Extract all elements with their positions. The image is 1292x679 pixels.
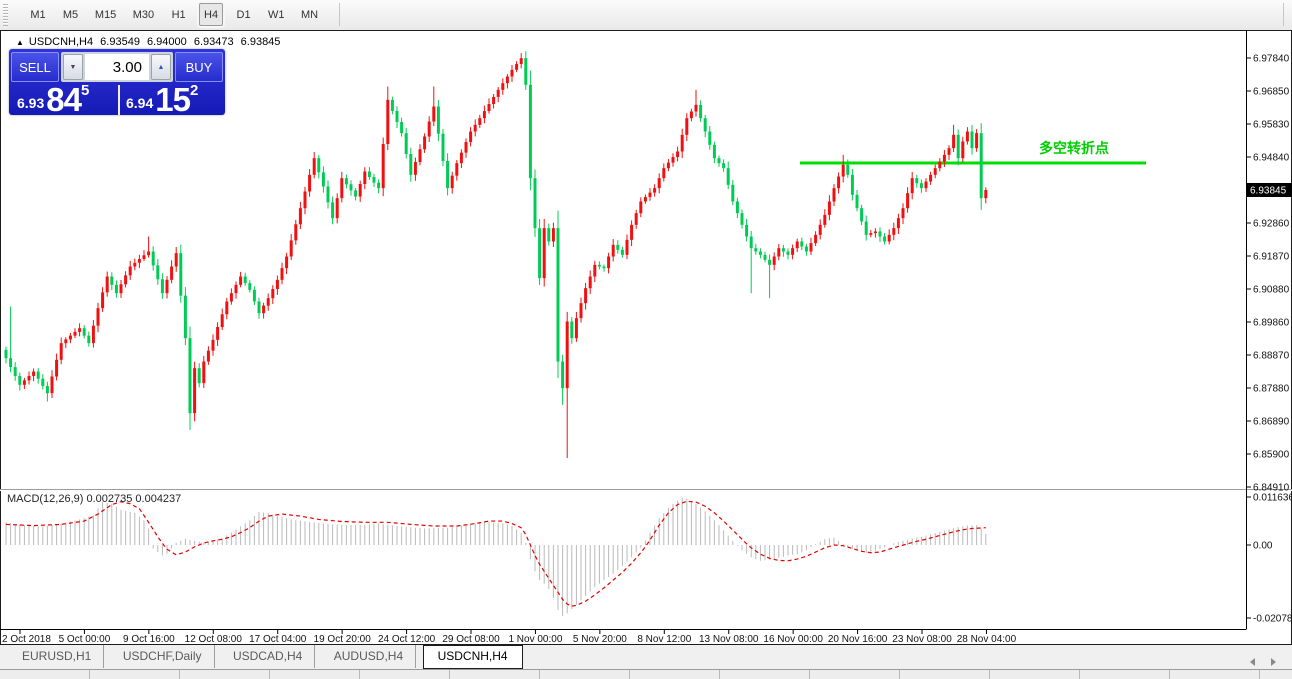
tab-usdcad-h4[interactable]: USDCAD,H4 <box>221 645 316 668</box>
svg-text:6.94840: 6.94840 <box>1253 153 1290 164</box>
svg-text:6.87880: 6.87880 <box>1253 384 1290 395</box>
svg-text:6.93845: 6.93845 <box>1250 186 1287 197</box>
svg-text:6.90880: 6.90880 <box>1253 285 1290 296</box>
tf-button-m1[interactable]: M1 <box>26 3 50 26</box>
toolbar-separator-right <box>1283 3 1284 26</box>
macd-indicator-label: MACD(12,26,9) 0.002735 0.004237 <box>7 493 182 505</box>
svg-text:9 Oct 16:00: 9 Oct 16:00 <box>123 634 175 645</box>
tab-audusd-h4[interactable]: AUDUSD,H4 <box>322 645 417 668</box>
svg-text:13 Nov 08:00: 13 Nov 08:00 <box>699 634 759 645</box>
tf-button-h4[interactable]: H4 <box>199 3 224 26</box>
svg-text:5 Oct 00:00: 5 Oct 00:00 <box>59 634 111 645</box>
ohlc-low: 6.93473 <box>193 36 234 48</box>
svg-text:0.011636: 0.011636 <box>1253 493 1292 504</box>
svg-text:6.89860: 6.89860 <box>1253 318 1290 329</box>
tf-button-m30[interactable]: M30 <box>129 3 158 26</box>
svg-text:29 Oct 08:00: 29 Oct 08:00 <box>442 634 500 645</box>
svg-text:19 Oct 20:00: 19 Oct 20:00 <box>314 634 372 645</box>
tf-button-w1[interactable]: W1 <box>264 3 289 26</box>
svg-text:6.85900: 6.85900 <box>1253 450 1290 461</box>
svg-text:12 Oct 08:00: 12 Oct 08:00 <box>185 634 243 645</box>
tf-button-m5[interactable]: M5 <box>58 3 82 26</box>
toolbar-separator <box>338 3 340 26</box>
ohlc-high: 6.94000 <box>147 36 187 48</box>
svg-text:6.88870: 6.88870 <box>1253 351 1290 362</box>
bid-price-prefix: 6.93 <box>17 95 45 111</box>
tab-usdchf-daily[interactable]: USDCHF,Daily <box>111 645 215 668</box>
svg-text:-0.020788: -0.020788 <box>1253 614 1292 625</box>
lower-panel-edge <box>0 669 1292 679</box>
svg-text:16 Nov 00:00: 16 Nov 00:00 <box>763 634 823 645</box>
svg-text:6.91870: 6.91870 <box>1253 252 1290 263</box>
volume-increase-icon[interactable]: ▲ <box>151 54 171 80</box>
svg-text:20 Nov 16:00: 20 Nov 16:00 <box>828 634 888 645</box>
svg-text:17 Oct 04:00: 17 Oct 04:00 <box>249 634 307 645</box>
tab-eurusd-h1[interactable]: EURUSD,H1 <box>10 645 105 668</box>
ask-price-digits: 15 <box>155 81 191 118</box>
svg-text:5 Nov 20:00: 5 Nov 20:00 <box>573 634 627 645</box>
bid-price-display[interactable]: 6.93 84 5 <box>9 81 115 118</box>
ohlc-open: 6.93549 <box>100 36 140 48</box>
bid-price-point: 5 <box>80 82 90 99</box>
svg-text:24 Oct 12:00: 24 Oct 12:00 <box>378 634 436 645</box>
ask-price-point: 2 <box>189 82 199 99</box>
volume-input[interactable] <box>85 54 149 80</box>
tab-usdcnh-h4[interactable]: USDCNH,H4 <box>422 645 523 669</box>
svg-text:6.95830: 6.95830 <box>1253 120 1290 131</box>
chart-window: 6.97840 6.96850 6.95830 6.94840 6.92860 6.918… <box>0 30 1292 645</box>
buy-button[interactable]: BUY <box>175 52 223 82</box>
collapse-triangle-icon[interactable]: ▲ <box>16 38 24 47</box>
chart-tabbar: EURUSD,H1 USDCHF,Daily USDCAD,H4 AUDUSD,… <box>0 645 1292 669</box>
ohlc-close: 6.93845 <box>240 36 281 48</box>
tf-button-mn[interactable]: MN <box>297 3 322 26</box>
bid-price-digits: 84 <box>46 81 82 118</box>
one-click-trading-panel: SELL ▼ ▲ BUY 6.93 84 5 6.94 15 2 <box>9 49 225 118</box>
ask-price-prefix: 6.94 <box>126 95 154 111</box>
svg-text:28 Nov 04:00: 28 Nov 04:00 <box>957 634 1017 645</box>
svg-text:6.96850: 6.96850 <box>1253 87 1290 98</box>
tab-scroll-right-icon[interactable] <box>1271 658 1276 666</box>
svg-text:6.84910: 6.84910 <box>1253 483 1290 494</box>
tab-scroll-left-icon[interactable] <box>1249 658 1255 666</box>
svg-text:0.00: 0.00 <box>1253 541 1273 552</box>
toolbar-grip-handle[interactable] <box>3 4 8 26</box>
tf-button-m15[interactable]: M15 <box>91 3 120 26</box>
ask-price-display[interactable]: 6.94 15 2 <box>118 81 225 118</box>
volume-spinner: ▼ ▲ <box>61 52 173 82</box>
svg-text:2 Oct 2018: 2 Oct 2018 <box>2 634 51 645</box>
tf-button-d1[interactable]: D1 <box>232 3 256 26</box>
chart-symbol-label: USDCNH,H4 <box>28 36 94 48</box>
chart-header: ▲ USDCNH,H4 6.93549 6.94000 6.93473 6.938… <box>16 36 284 48</box>
annotation-text[interactable]: 多空转折点 <box>1039 140 1109 156</box>
chart-surface[interactable]: 6.97840 6.96850 6.95830 6.94840 6.92860 6.918… <box>0 30 1292 645</box>
svg-text:23 Nov 08:00: 23 Nov 08:00 <box>892 634 952 645</box>
timeframe-toolbar: M1 M5 M15 M30 H1 H4 D1 W1 MN <box>0 0 1292 30</box>
sell-button[interactable]: SELL <box>11 52 59 82</box>
tf-button-h1[interactable]: H1 <box>167 3 191 26</box>
svg-text:8 Nov 12:00: 8 Nov 12:00 <box>637 634 691 645</box>
svg-text:1 Nov 00:00: 1 Nov 00:00 <box>508 634 562 645</box>
svg-text:6.97840: 6.97840 <box>1253 54 1290 65</box>
volume-decrease-icon[interactable]: ▼ <box>63 54 83 80</box>
svg-text:6.86890: 6.86890 <box>1253 417 1290 428</box>
svg-text:6.92860: 6.92860 <box>1253 219 1290 230</box>
